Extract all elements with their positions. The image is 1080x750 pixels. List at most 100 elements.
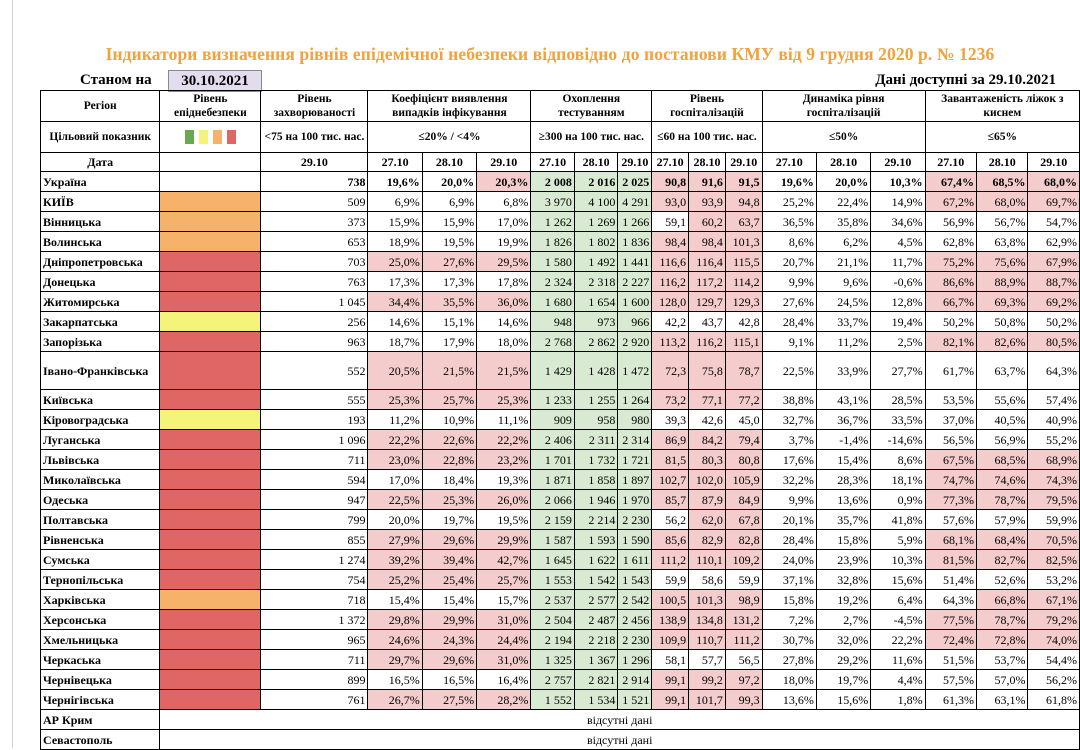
- beds-value: 68,0%: [976, 191, 1029, 212]
- testing-value: 1 553: [530, 569, 575, 590]
- level-cell: [159, 331, 262, 352]
- header-date-cell: 29.10: [1027, 152, 1080, 172]
- testing-value: 4 291: [617, 191, 653, 212]
- beds-value: 67,4%: [924, 171, 978, 192]
- beds-value: 80,5%: [1027, 331, 1080, 352]
- hosp-value: 111,2: [651, 549, 690, 570]
- hosp-value: 99,1: [651, 689, 690, 710]
- testing-value: 1 645: [530, 549, 575, 570]
- hosp-value: 98,4: [651, 231, 690, 252]
- beds-value: 78,7%: [976, 489, 1029, 510]
- beds-value: 61,8%: [1027, 689, 1080, 710]
- header-date-cell: 29.10: [617, 152, 653, 172]
- header-hosp: Рівень госпіталізацій: [651, 90, 763, 122]
- hosp-value: 58,1: [651, 649, 690, 670]
- dynamics-value: 14,9%: [870, 191, 926, 212]
- detection-value: 25,7%: [476, 569, 532, 590]
- beds-value: 78,7%: [976, 609, 1029, 630]
- hosp-value: 101,3: [688, 589, 726, 610]
- detection-value: 15,9%: [367, 211, 423, 232]
- testing-value: 1 826: [530, 231, 575, 252]
- detection-value: 17,3%: [421, 271, 478, 292]
- dynamics-value: 0,9%: [870, 489, 926, 510]
- hosp-value: 99,1: [651, 669, 690, 690]
- beds-value: 88,7%: [1027, 271, 1080, 292]
- no-data-cell: відсутні дані: [159, 709, 1080, 730]
- legend-green-swatch: [185, 130, 195, 145]
- beds-value: 50,2%: [924, 311, 978, 332]
- hosp-value: 101,3: [724, 231, 763, 252]
- hosp-value: 115,5: [724, 251, 763, 272]
- table-row: Луганська 1 096 22,2% 22,6% 22,2% 2 406 2 311 2…: [39, 429, 1080, 450]
- region-name: Хмельницька: [39, 629, 161, 650]
- beds-value: 63,1%: [976, 689, 1029, 710]
- detection-value: 35,5%: [421, 291, 478, 312]
- dynamics-value: 22,4%: [815, 191, 872, 212]
- testing-value: 1 611: [617, 549, 653, 570]
- hosp-value: 78,7: [724, 351, 763, 390]
- hosp-value: 62,0: [688, 509, 726, 530]
- dynamics-value: 36,7%: [815, 409, 872, 430]
- beds-value: 66,8%: [976, 589, 1029, 610]
- level-cell: [159, 251, 262, 272]
- region-name: Миколаївська: [39, 469, 161, 490]
- detection-value: 17,0%: [476, 211, 532, 232]
- beds-value: 75,2%: [924, 251, 978, 272]
- dynamics-value: 4,4%: [870, 669, 926, 690]
- testing-value: 958: [573, 409, 619, 430]
- incidence-value: 799: [260, 509, 369, 530]
- detection-value: 10,9%: [421, 409, 478, 430]
- dynamics-value: 37,1%: [761, 569, 817, 590]
- testing-value: 2 542: [617, 589, 653, 610]
- testing-value: 1 542: [573, 569, 619, 590]
- hosp-value: 72,3: [651, 351, 690, 390]
- table-row: Житомирська 1 045 34,4% 35,5% 36,0% 1 680 1 65…: [39, 291, 1080, 312]
- table-row: Львівська 711 23,0% 22,8% 23,2% 1 701 1 732 1 7…: [39, 449, 1080, 470]
- header-level: Рівень епіднебезпеки: [159, 90, 262, 122]
- detection-value: 24,6%: [367, 629, 423, 650]
- dynamics-value: 27,8%: [761, 649, 817, 670]
- dynamics-value: -1,4%: [815, 429, 872, 450]
- beds-value: 77,3%: [924, 489, 978, 510]
- header-date-cell: 27.10: [530, 152, 575, 172]
- testing-value: 2 487: [573, 609, 619, 630]
- dynamics-value: 1,8%: [870, 689, 926, 710]
- beds-value: 82,5%: [1027, 549, 1080, 570]
- level-cell: [159, 271, 262, 292]
- testing-value: 1 367: [573, 649, 619, 670]
- detection-value: 22,2%: [476, 429, 532, 450]
- hosp-value: 63,7: [724, 211, 763, 232]
- region-name: Одеська: [39, 489, 161, 510]
- hosp-value: 56,5: [724, 649, 763, 670]
- detection-value: 11,1%: [476, 409, 532, 430]
- testing-value: 1 441: [617, 251, 653, 272]
- beds-value: 57,9%: [976, 509, 1029, 530]
- dynamics-value: 28,4%: [761, 529, 817, 550]
- dynamics-value: -14,6%: [870, 429, 926, 450]
- dynamics-value: 9,9%: [761, 271, 817, 292]
- beds-value: 57,0%: [976, 669, 1029, 690]
- testing-value: 2 920: [617, 331, 653, 352]
- testing-value: 2 230: [617, 509, 653, 530]
- detection-value: 22,8%: [421, 449, 478, 470]
- hosp-value: 91,5: [724, 171, 763, 192]
- header-date: Дата: [39, 152, 161, 172]
- detection-value: 29,9%: [421, 609, 478, 630]
- dynamics-value: 35,7%: [815, 509, 872, 530]
- level-cell: [159, 211, 262, 232]
- hosp-value: 58,6: [688, 569, 726, 590]
- header-date-cell: 27.10: [924, 152, 978, 172]
- incidence-value: 509: [260, 191, 369, 212]
- testing-value: 3 970: [530, 191, 575, 212]
- detection-value: 17,0%: [367, 469, 423, 490]
- level-cell: [159, 509, 262, 530]
- region-name: Київська: [39, 389, 161, 410]
- testing-value: 1 836: [617, 231, 653, 252]
- testing-value: 2 577: [573, 589, 619, 610]
- page-title: Індикатори визначення рівнів епідемічної…: [105, 44, 995, 64]
- table-row: Херсонська 1 372 29,8% 29,9% 31,0% 2 504 2 487…: [39, 609, 1080, 630]
- hosp-value: 79,4: [724, 429, 763, 450]
- region-name: КИЇВ: [39, 191, 161, 212]
- dynamics-value: 15,8%: [761, 589, 817, 610]
- incidence-value: 555: [260, 389, 369, 410]
